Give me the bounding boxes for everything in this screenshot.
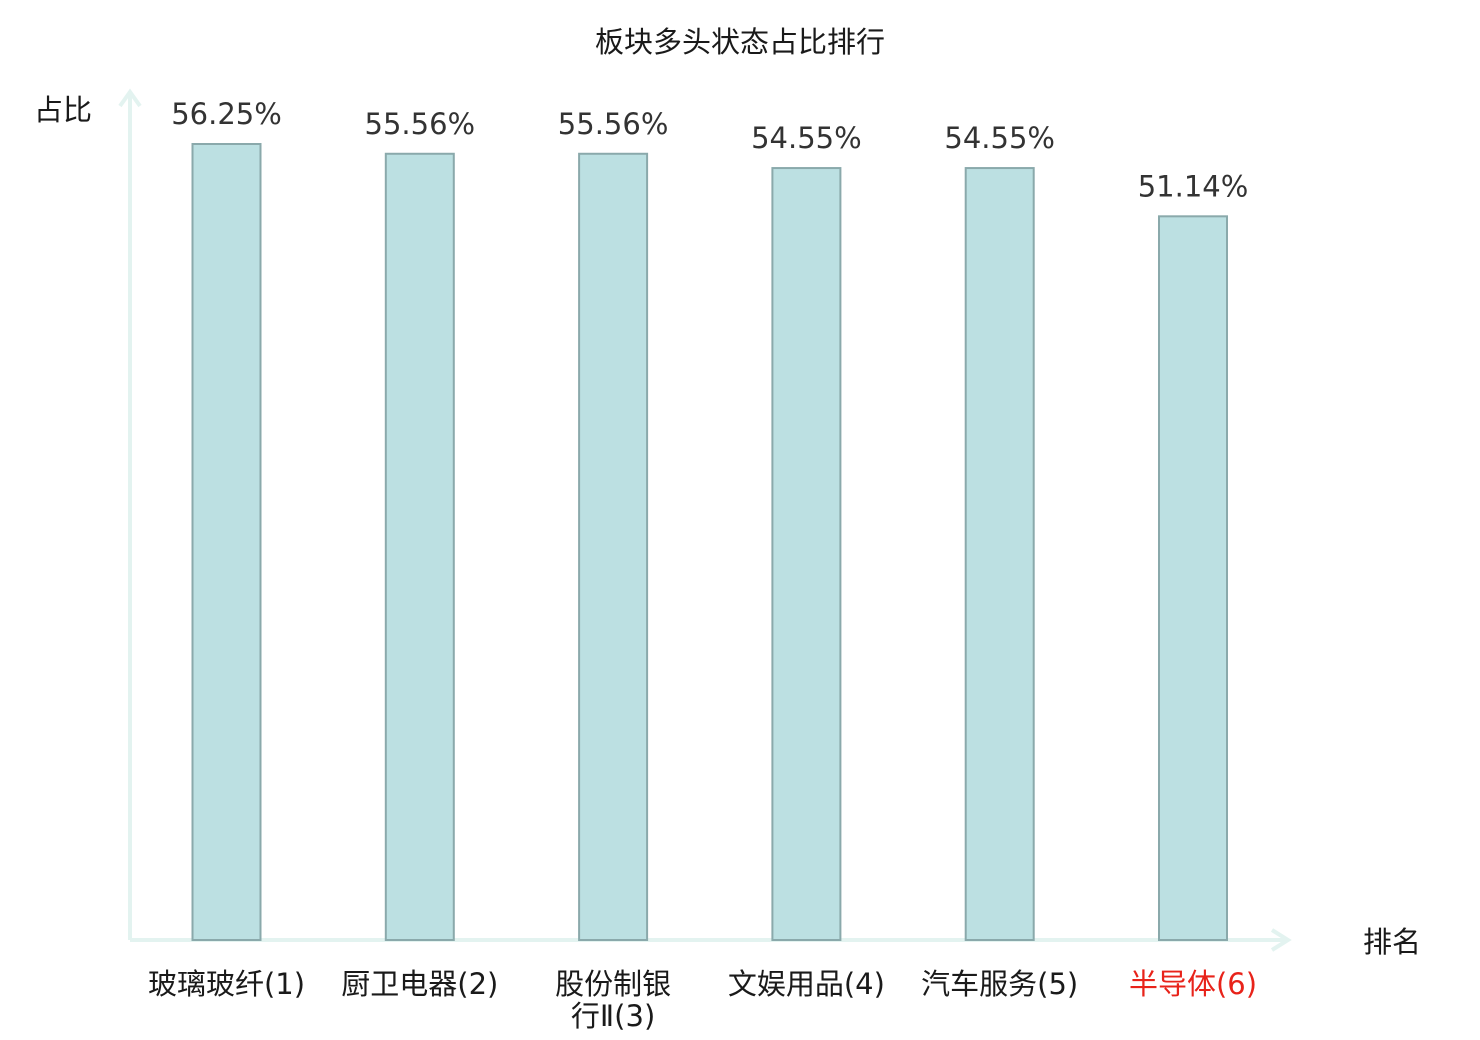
bar-6 [1158,215,1228,941]
bar-1 [191,143,262,941]
value-label-3: 55.56% [558,107,669,141]
category-label-3-line-1: 股份制银 [555,967,671,1001]
value-label-6: 51.14% [1138,169,1249,203]
value-labels-group: 56.25% 55.56% 55.56% 54.55% 54.55% 51.14% [171,97,1248,203]
value-label-5: 54.55% [944,121,1055,155]
bar-4 [771,167,842,941]
bar-5 [964,167,1035,941]
y-axis-arrow [118,88,142,108]
bar-2 [384,152,455,941]
value-label-1: 56.25% [171,97,282,131]
value-label-2: 55.56% [365,107,476,141]
category-label-3-line-2: 行Ⅱ(3) [571,999,655,1033]
bars-group [191,143,1228,941]
x-axis-label: 排名 [1363,925,1421,959]
category-label-6: 半导体(6) [1129,967,1257,1001]
axes [118,88,1292,952]
value-label-4: 54.55% [751,121,862,155]
category-label-1: 玻璃玻纤(1) [148,967,305,1001]
category-label-2: 厨卫电器(2) [341,967,498,1001]
chart-title: 板块多头状态占比排行 [595,25,885,59]
x-axis-arrow [1270,928,1292,952]
category-label-5: 汽车服务(5) [921,967,1078,1001]
y-axis-label: 占比 [34,93,92,127]
bar-3 [578,152,649,941]
category-label-4: 文娱用品(4) [728,967,885,1001]
